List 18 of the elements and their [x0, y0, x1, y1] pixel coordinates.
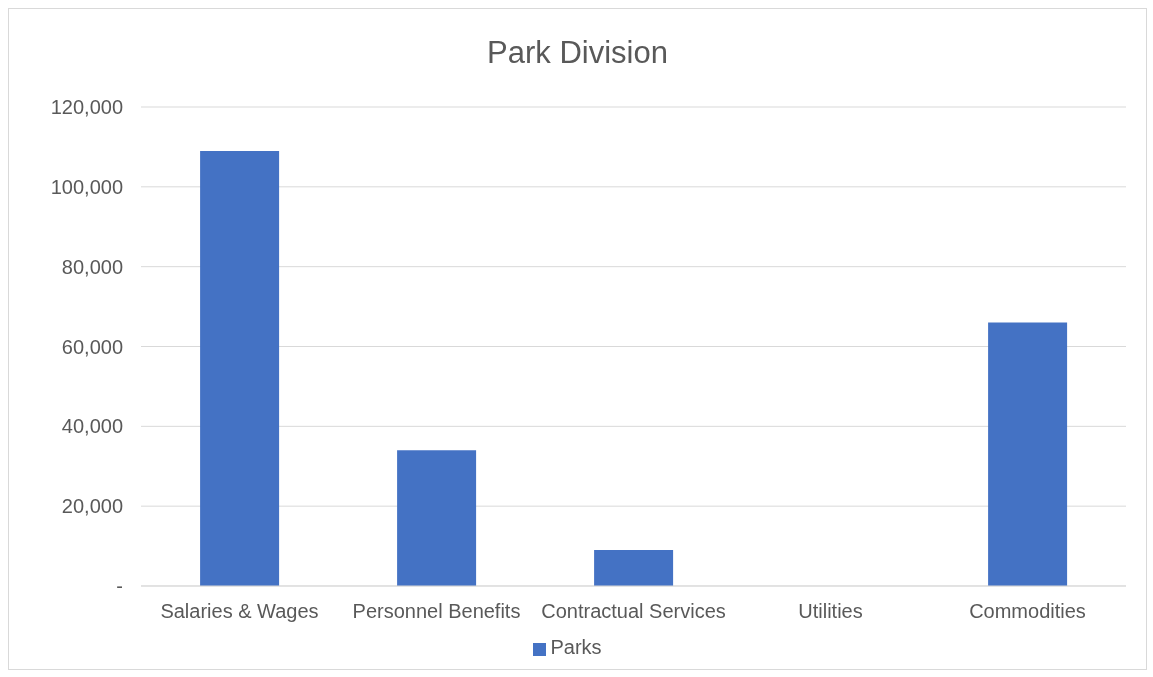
y-tick-label: 60,000: [61, 335, 123, 358]
y-tick-label: 100,000: [50, 175, 123, 198]
x-tick-label: Salaries & Wages: [160, 600, 319, 623]
chart-title: Park Division: [486, 34, 669, 72]
y-tick-label: 80,000: [61, 255, 123, 278]
bar: [397, 450, 477, 586]
x-tick-label: Personnel Benefits: [352, 600, 521, 623]
y-tick-label: 40,000: [61, 415, 123, 438]
bar: [594, 550, 674, 586]
bar: [988, 322, 1068, 586]
y-tick-label: -: [116, 575, 123, 598]
x-tick-label: Utilities: [798, 600, 863, 623]
x-tick-label: Contractual Services: [541, 600, 726, 623]
bar: [200, 150, 280, 586]
y-tick-label: 120,000: [50, 96, 123, 119]
y-tick-label: 20,000: [61, 495, 123, 518]
legend-label: Parks: [550, 636, 602, 658]
x-tick-label: Commodities: [969, 600, 1086, 623]
